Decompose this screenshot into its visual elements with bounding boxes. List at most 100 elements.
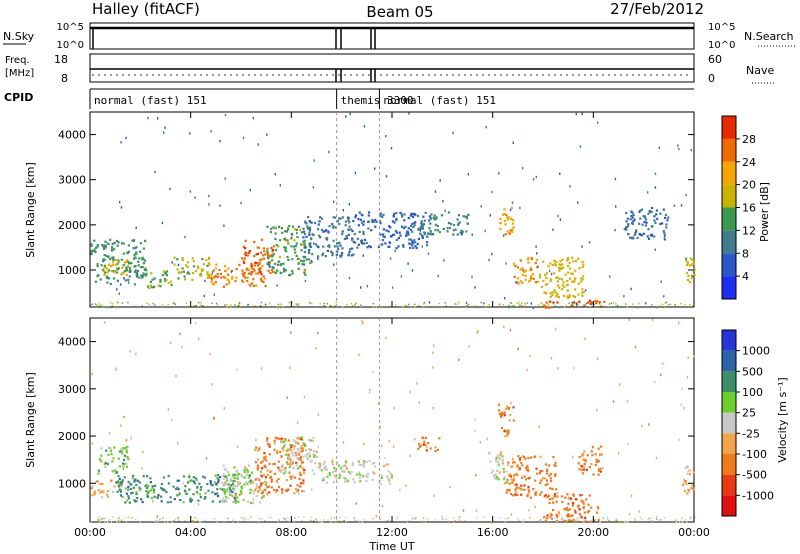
colorbar-tick-label: 24 xyxy=(742,156,756,169)
scatter-patch xyxy=(417,436,441,453)
scatter-patch xyxy=(220,464,269,505)
colorbar-tick-label: 16 xyxy=(742,202,756,215)
power-plot-frame xyxy=(89,111,695,308)
cpid-segment-label: themis 3300 xyxy=(341,94,414,107)
velocity-plot-frame xyxy=(89,317,695,523)
colorbar-tick-label: -25 xyxy=(742,427,760,440)
nsky-panel: N.Sky 10^5 10^0 10^5 10^0 N.Search xyxy=(3,22,796,51)
scatter-patch xyxy=(102,259,129,276)
scatter-patch xyxy=(417,211,470,236)
scatter-patch xyxy=(623,206,670,241)
scatter-patch xyxy=(279,436,319,475)
nave-label: Nave xyxy=(746,64,774,77)
nsky-tick-top: 10^5 xyxy=(57,22,84,33)
colorbar-swatch xyxy=(722,412,736,434)
colorbar-tick-label: -1000 xyxy=(742,489,774,502)
scatter-patch xyxy=(90,479,118,499)
colorbar-frame xyxy=(721,329,737,517)
scatter-patch xyxy=(499,206,515,236)
scatter-patch xyxy=(141,270,173,290)
x-tick-label: 16:00 xyxy=(477,526,509,539)
scatter-patch xyxy=(173,256,213,281)
scatter-patch xyxy=(302,215,357,259)
beam-title: Beam 05 xyxy=(366,3,433,21)
freq-label-line2: [MHz] xyxy=(5,68,34,79)
nave-tick-top: 60 xyxy=(708,53,722,66)
scatter-patch xyxy=(487,451,510,485)
x-tick-label: 04:00 xyxy=(175,526,207,539)
colorbar-tick-label: 28 xyxy=(742,133,756,146)
colorbar-swatch xyxy=(722,350,736,372)
x-tick-label: 08:00 xyxy=(275,526,307,539)
ground-band xyxy=(90,516,695,524)
velocity-ylabel: Slant Range [km] xyxy=(24,372,37,468)
freq-panel: Freq. [MHz] 18 8 60 0 Nave xyxy=(5,53,776,85)
colorbar-tick-label: 100 xyxy=(742,386,763,399)
sparse-echoes xyxy=(91,318,696,524)
date-title: 27/Feb/2012 xyxy=(610,0,704,18)
cpid-label: CPID xyxy=(4,91,33,104)
power-colorbar: 4 8 12 16 20 24 28 xyxy=(721,115,756,300)
colorbar-tick-label: -100 xyxy=(742,448,767,461)
colorbar-swatch xyxy=(722,454,736,475)
y-tick-label: 4000 xyxy=(58,336,86,349)
colorbar-swatch xyxy=(722,433,736,454)
freq-tick-top: 18 xyxy=(54,53,68,66)
colorbar-tick-label: 12 xyxy=(742,224,756,237)
colorbar-tick-label: 8 xyxy=(742,247,749,260)
colorbar-tick-label: -500 xyxy=(742,469,767,482)
scatter-patch xyxy=(226,469,254,494)
colorbar-swatch xyxy=(722,207,736,231)
y-tick-label: 1000 xyxy=(58,477,86,490)
colorbar-swatch xyxy=(722,474,736,496)
colorbar-swatch xyxy=(722,230,736,254)
y-tick-label: 3000 xyxy=(58,174,86,187)
scatter-patch xyxy=(543,299,606,309)
velocity-xlabel: Time UT xyxy=(368,540,414,553)
cpid-segment-label: normal (fast) 151 xyxy=(94,94,207,107)
scatter-patch xyxy=(354,211,432,250)
y-tick-label: 4000 xyxy=(58,129,86,142)
x-tick-label: 00:00 xyxy=(678,526,710,539)
nave-tick-bottom: 0 xyxy=(708,72,715,85)
scatter-patch xyxy=(115,474,237,504)
ground-band xyxy=(90,301,695,309)
colorbar-swatch xyxy=(722,184,736,208)
colorbar-swatch xyxy=(722,276,736,299)
colorbar-swatch xyxy=(722,116,736,139)
colorbar-swatch xyxy=(722,138,736,162)
nsearch-tick-bottom: 10^0 xyxy=(708,40,735,51)
y-tick-label: 2000 xyxy=(58,219,86,232)
scatter-patch xyxy=(241,238,275,276)
power-panel: 1000 2000 3000 4000 Slant Range [km] xyxy=(24,111,696,309)
colorbar-swatch xyxy=(722,330,736,351)
nsky-label: N.Sky xyxy=(3,30,35,43)
cpid-segment-label: normal (fast) 151 xyxy=(383,94,496,107)
x-tick-label: 20:00 xyxy=(577,526,609,539)
colorbar-swatch xyxy=(722,495,736,516)
colorbar-swatch xyxy=(722,161,736,185)
scatter-patch xyxy=(682,465,695,495)
y-tick-label: 1000 xyxy=(58,264,86,277)
velocity-panel: 1000 2000 3000 4000 00:00 04:00 08:00 12:00 16:0… xyxy=(24,317,710,553)
scatter-patch xyxy=(97,445,130,475)
freq-label-line1: Freq. xyxy=(5,55,30,66)
y-tick-label: 3000 xyxy=(58,383,86,396)
velocity-colorbar: 1000 500 100 25 -25 -100 -500 -1000 xyxy=(721,329,774,517)
x-tick-label: 12:00 xyxy=(376,526,408,539)
colorbar-tick-label: 500 xyxy=(742,365,763,378)
x-tick-label: 00:00 xyxy=(74,526,106,539)
scatter-patch xyxy=(505,455,558,499)
scatter-patch xyxy=(577,445,603,476)
cpid-row: CPID normal (fast) 151 themis 3300normal … xyxy=(4,88,694,109)
colorbar-tick-label: 25 xyxy=(742,407,756,420)
colorbar-tick-label: 4 xyxy=(742,270,749,283)
scatter-patch xyxy=(208,263,267,288)
scatter-patch xyxy=(317,459,393,486)
colorbar-swatch xyxy=(722,253,736,277)
scatter-patch xyxy=(497,403,515,438)
colorbar-swatch xyxy=(722,392,736,413)
station-title: Halley (fitACF) xyxy=(92,0,200,18)
power-ylabel: Slant Range [km] xyxy=(24,162,37,258)
